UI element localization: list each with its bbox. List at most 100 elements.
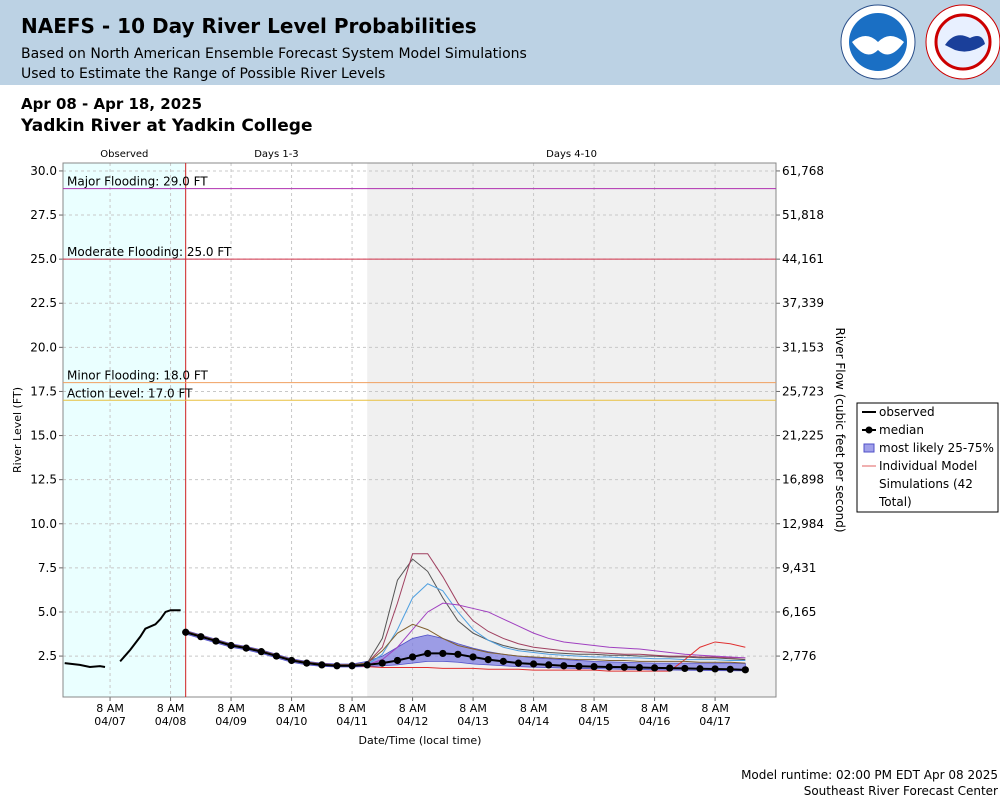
y2-tick-label: 37,339 xyxy=(782,296,824,310)
median-dot xyxy=(212,637,220,645)
legend-label: observed xyxy=(879,405,935,419)
y-tick-label: 10.0 xyxy=(30,517,57,531)
threshold-label: Minor Flooding: 18.0 FT xyxy=(67,369,209,383)
median-dot xyxy=(696,665,704,673)
location: Yadkin River at Yadkin College xyxy=(20,116,312,136)
region-label: Days 1-3 xyxy=(254,149,298,160)
median-dot xyxy=(605,663,613,671)
median-dot xyxy=(333,662,341,670)
median-dot xyxy=(711,665,719,673)
median-dot xyxy=(272,652,281,660)
x-tick-label: 8 AM 04/08 xyxy=(155,702,187,728)
median-dot xyxy=(363,661,371,669)
x-tick-label: 8 AM 04/12 xyxy=(397,702,429,728)
x-tick-label: 8 AM 04/09 xyxy=(215,702,247,728)
x-tick-label: 8 AM 04/14 xyxy=(518,702,550,728)
legend-box xyxy=(856,402,999,513)
y-tick-label: 20.0 xyxy=(30,340,57,354)
median-dot xyxy=(514,659,523,667)
median-dot xyxy=(182,628,190,636)
legend-swatch xyxy=(863,443,875,453)
median-dot xyxy=(666,664,674,672)
y-tick-label: 25.0 xyxy=(30,252,57,266)
y2-axis-label: River Flow (cubic feet per second) xyxy=(833,327,847,532)
median-dot xyxy=(650,664,659,672)
median-dot xyxy=(348,662,356,670)
region xyxy=(63,163,186,697)
median-dot xyxy=(257,648,265,656)
y2-tick-label: 44,161 xyxy=(782,252,824,266)
y-tick-label: 17.5 xyxy=(30,384,57,398)
subtitle: Based on North American Ensemble Forecas… xyxy=(21,46,527,62)
y2-tick-label: 9,431 xyxy=(782,561,816,575)
median-dot xyxy=(484,656,492,664)
header-bar xyxy=(0,0,1000,85)
x-tick-label: 8 AM 04/15 xyxy=(578,702,610,728)
median-dot xyxy=(575,662,583,670)
median-dot xyxy=(287,656,296,665)
legend: observed median most likely 25-75% Individu… xyxy=(856,402,999,513)
plot-frame xyxy=(62,162,777,698)
y-tick-label: 15.0 xyxy=(30,429,57,443)
median-dot xyxy=(590,663,598,671)
y2-tick-label: 25,723 xyxy=(782,384,824,398)
y2-tick-label: 21,225 xyxy=(782,429,824,443)
median-dot xyxy=(378,659,386,667)
region xyxy=(185,163,368,697)
y-tick-label: 7.5 xyxy=(38,561,57,575)
x-tick-label: 8 AM 04/11 xyxy=(336,702,368,728)
threshold-label: Action Level: 17.0 FT xyxy=(67,386,193,400)
median-dot xyxy=(393,656,402,665)
median-dot xyxy=(635,663,644,672)
chart-title: NAEFS - 10 Day River Level Probabilities xyxy=(21,14,477,38)
y2-tick-label: 61,768 xyxy=(782,164,824,178)
median-dot xyxy=(197,633,205,641)
y2-tick-label: 2,776 xyxy=(782,649,816,663)
legend-label-wrap: Individual Model Simulations (42 Total) xyxy=(879,459,978,509)
median-dot xyxy=(741,666,749,674)
y2-tick-label: 51,818 xyxy=(782,208,824,222)
x-tick-label: 8 AM 04/10 xyxy=(276,702,308,728)
y-tick-label: 27.5 xyxy=(30,208,57,222)
legend-label: most likely 25-75% xyxy=(879,441,994,455)
median-dot xyxy=(620,663,628,671)
y-tick-label: 2.5 xyxy=(38,649,57,663)
y2-tick-label: 6,165 xyxy=(782,605,816,619)
median-dot xyxy=(439,649,447,658)
nws-logo xyxy=(925,4,1000,80)
y-tick-label: 22.5 xyxy=(30,296,57,310)
median-dot xyxy=(454,650,462,658)
median-dot xyxy=(529,660,538,668)
median-dot xyxy=(242,644,250,652)
median-dot xyxy=(545,661,553,669)
noaa-logo xyxy=(840,4,916,80)
median-dot xyxy=(726,665,734,673)
threshold-label: Major Flooding: 29.0 FT xyxy=(67,175,208,189)
y2-tick-label: 31,153 xyxy=(782,340,824,354)
footer: Southeast River Forecast Center xyxy=(804,784,998,798)
median-dot xyxy=(681,664,689,673)
observed-line xyxy=(64,609,181,669)
y-axis-label: River Level (FT) xyxy=(11,387,24,473)
date-range: Apr 08 - Apr 18, 2025 xyxy=(21,95,202,113)
threshold-label: Moderate Flooding: 25.0 FT xyxy=(67,245,232,259)
y-tick-label: 30.0 xyxy=(30,164,57,178)
x-axis-label: Date/Time (local time) xyxy=(359,734,482,747)
y-tick-label: 12.5 xyxy=(30,473,57,487)
median-dot xyxy=(424,649,432,658)
median-dot xyxy=(318,661,326,669)
x-tick-label: 8 AM 04/16 xyxy=(639,702,671,728)
legend-label: Individual Model Simulations (42 Total) xyxy=(879,459,978,509)
x-tick-label: 8 AM 04/17 xyxy=(699,702,731,728)
median-dot xyxy=(499,657,507,665)
x-tick-label: 8 AM 04/07 xyxy=(94,702,126,728)
median-dot xyxy=(560,662,568,670)
footer: Model runtime: 02:00 PM EDT Apr 08 2025 xyxy=(741,768,998,782)
y2-tick-label: 16,898 xyxy=(782,473,824,487)
region-label: Days 4-10 xyxy=(546,149,597,160)
y2-tick-label: 12,984 xyxy=(782,517,824,531)
median-dot xyxy=(227,641,235,650)
region-label: Observed xyxy=(100,149,148,160)
